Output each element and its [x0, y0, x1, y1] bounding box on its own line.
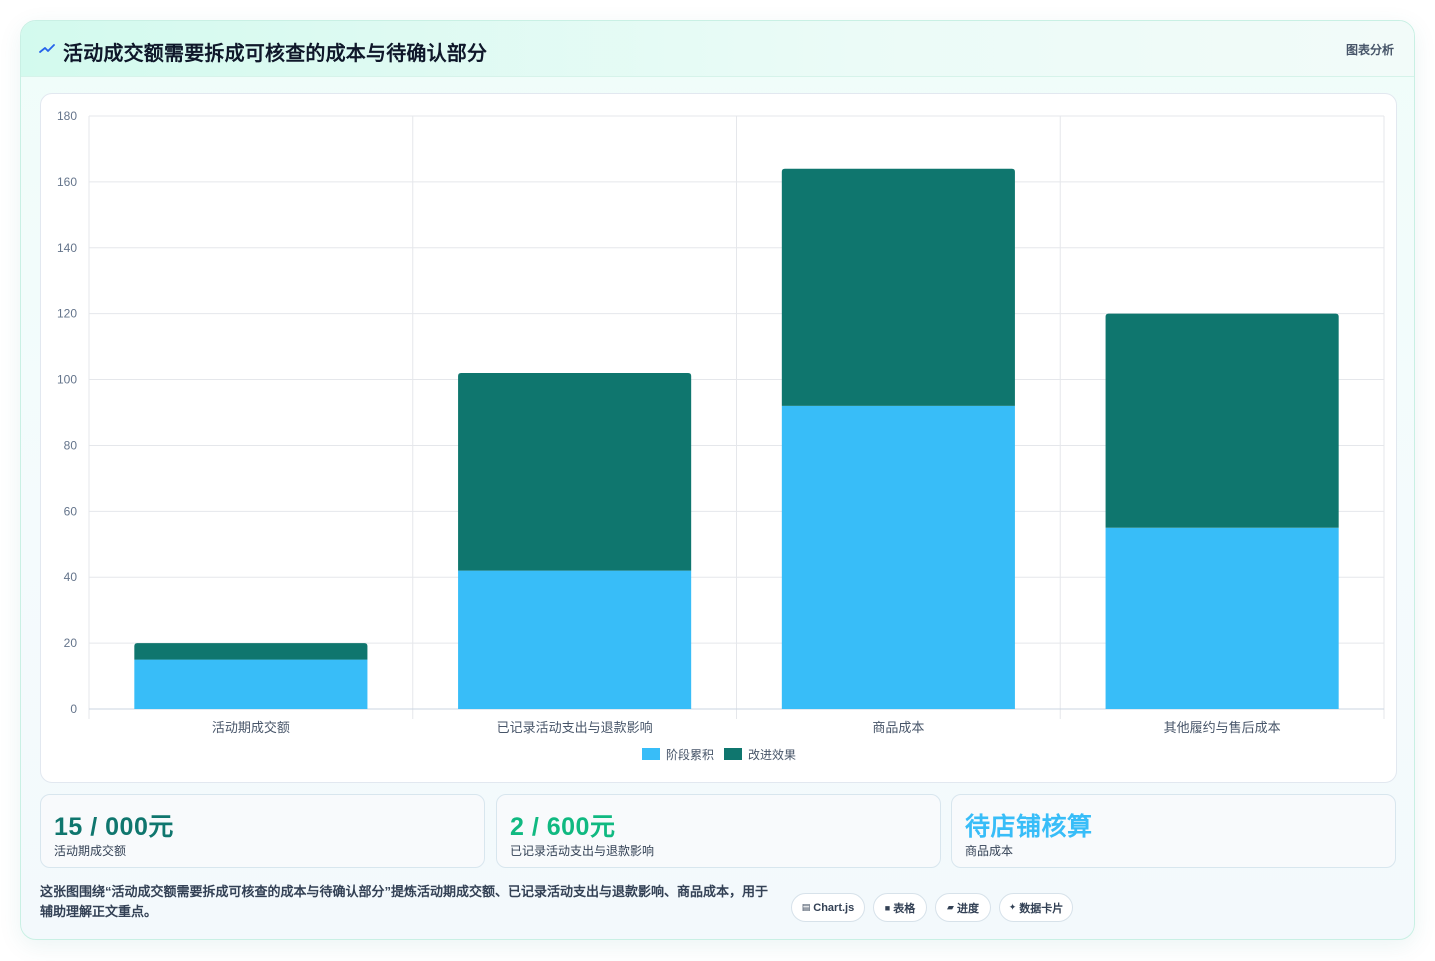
- chart-box-icon: ▤: [801, 902, 811, 912]
- y-tick-label: 120: [57, 307, 77, 321]
- legend-swatch: [642, 748, 660, 760]
- x-tick-label: 商品成本: [872, 720, 924, 735]
- sparkle-icon: ✦: [1008, 902, 1017, 912]
- chart-panel: 0 20 40 60 80 100 120 140 160 180 活动期成交额 已记录活动支出与退款…: [40, 93, 1397, 783]
- chip-chartjs[interactable]: ▤ Chart.js: [791, 893, 865, 922]
- y-tick-label: 140: [57, 241, 77, 255]
- bar-segment: [781, 405, 1015, 709]
- bar-segment: [134, 659, 368, 709]
- chip-table[interactable]: ■ 表格: [873, 893, 927, 922]
- legend-swatch: [724, 748, 742, 760]
- bar-segment: [134, 643, 368, 660]
- table-icon: ■: [884, 902, 891, 913]
- bar-segment: [458, 372, 692, 571]
- progress-icon: ▰: [947, 902, 954, 912]
- y-tick-label: 80: [64, 438, 78, 452]
- page-title: 活动成交额需要拆成可核查的成本与待确认部分: [63, 43, 488, 65]
- bar-segment: [458, 570, 692, 709]
- stat-card-sales: 15 / 000元 活动期成交额: [40, 794, 485, 868]
- y-tick-label: 40: [64, 570, 78, 584]
- chip-data-card[interactable]: ✦ 数据卡片: [999, 893, 1073, 922]
- y-tick-label: 100: [57, 373, 77, 387]
- stat-value: 15 / 000元: [54, 813, 174, 841]
- chart-card: 活动成交额需要拆成可核查的成本与待确认部分 图表分析 0 20 40 60 80 100 1…: [20, 20, 1415, 940]
- chip-label: Chart.js: [813, 901, 855, 914]
- stat-cards: 15 / 000元 活动期成交额 2 / 600元 已记录活动支出与退款影响 待…: [40, 794, 1397, 868]
- bar-segment: [1105, 527, 1339, 709]
- stat-label: 活动期成交额: [54, 844, 127, 858]
- chip-label: 数据卡片: [1019, 902, 1064, 915]
- legend-label: 阶段累积: [666, 747, 714, 762]
- chip-label: 进度: [956, 902, 979, 915]
- y-tick-label: 20: [64, 636, 78, 650]
- stat-card-expenses: 2 / 600元 已记录活动支出与退款影响: [496, 794, 941, 868]
- y-tick-label: 0: [70, 702, 77, 716]
- chart-line-icon: [39, 44, 55, 53]
- stat-value: 2 / 600元: [510, 813, 616, 841]
- stat-label: 已记录活动支出与退款影响: [510, 844, 655, 858]
- x-tick-label: 已记录活动支出与退款影响: [497, 720, 653, 735]
- stat-value: 待店铺核算: [965, 813, 1093, 841]
- bar-segment: [781, 168, 1015, 406]
- bar-segment: [1105, 313, 1339, 528]
- card-header: 活动成交额需要拆成可核查的成本与待确认部分 图表分析: [21, 21, 1414, 77]
- chip-label: 表格: [893, 902, 916, 915]
- chart-analysis-tag: 图表分析: [1345, 43, 1394, 57]
- stat-card-cost: 待店铺核算 商品成本: [951, 794, 1396, 868]
- y-tick-label: 180: [57, 109, 77, 123]
- y-tick-label: 60: [64, 504, 78, 518]
- x-tick-label: 活动期成交额: [212, 720, 290, 735]
- chip-progress[interactable]: ▰ 进度: [935, 893, 991, 922]
- stat-label: 商品成本: [965, 844, 1014, 858]
- chart-description: 这张图围绕“活动成交额需要拆成可核查的成本与待确认部分”提炼活动期成交额、已记录…: [40, 884, 769, 919]
- x-tick-label: 其他履约与售后成本: [1164, 720, 1281, 735]
- legend-label: 改进效果: [748, 747, 796, 762]
- y-tick-label: 160: [57, 175, 77, 189]
- stacked-bar-chart: 0 20 40 60 80 100 120 140 160 180 活动期成交额 已记录活动支出与退款…: [57, 109, 1385, 762]
